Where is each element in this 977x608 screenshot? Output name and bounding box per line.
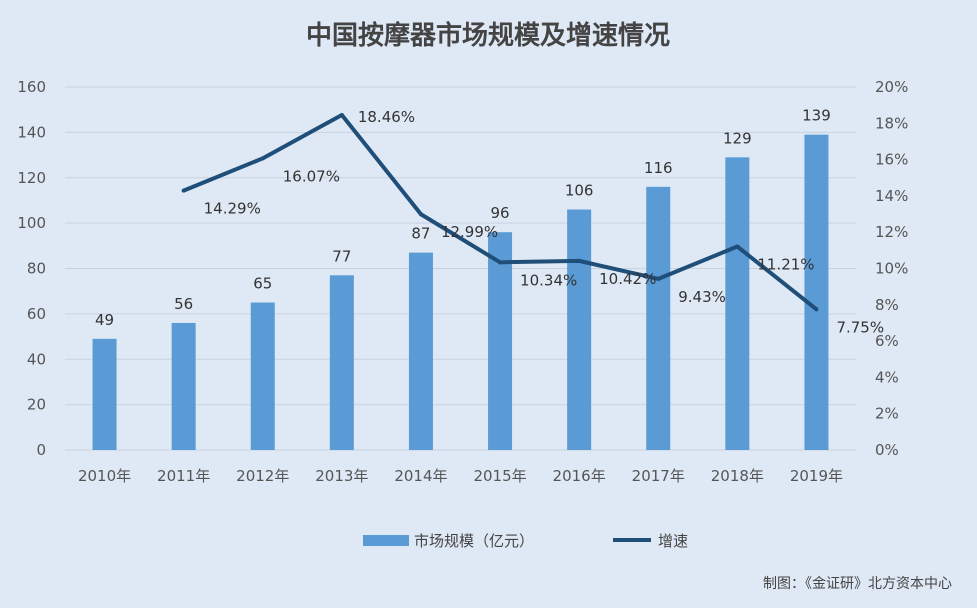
line-value-label: 18.46% [358,108,415,126]
right-tick-label: 16% [875,151,908,169]
right-tick-label: 12% [875,223,908,241]
bar [646,186,671,450]
line-point [498,260,503,265]
right-tick-label: 4% [875,368,899,386]
bar-value-label: 96 [491,204,510,222]
chart-title: 中国按摩器市场规模及增速情况 [306,20,670,51]
bar [725,157,750,451]
bar-value-label: 139 [802,107,831,125]
bar-value-label: 116 [644,159,673,177]
line-point [814,307,819,312]
x-tick-label: 2019年 [790,467,843,485]
left-tick-label: 40 [27,350,46,368]
bar [329,275,354,450]
bar-value-label: 106 [565,182,594,200]
legend: 市场规模（亿元） 增速 [363,532,688,550]
bar-series: 49 56 65 77 87 96 106 116 129 139 [92,107,831,451]
x-tick-label: 2013年 [315,467,368,485]
bar-value-label: 65 [253,275,272,293]
gridlines [65,86,856,451]
left-tick-label: 60 [27,305,46,323]
x-tick-label: 2011年 [157,467,210,485]
right-tick-label: 2% [875,405,899,423]
x-tick-label: 2017年 [632,467,685,485]
x-tick-label: 2015年 [473,467,526,485]
line-value-label: 9.43% [678,288,726,306]
bar [488,232,513,450]
bar [408,252,433,450]
line-value-label: 16.07% [283,167,340,185]
x-axis-ticks: 2010年 2011年 2012年 2013年 2014年 2015年 2016年 2017年… [78,467,843,485]
line-series: 14.29% 16.07% 18.46% 12.99% 10.34% 10.42% 9.43… [181,108,884,336]
left-tick-label: 80 [27,260,46,278]
right-tick-label: 18% [875,114,908,132]
bar-value-label: 56 [174,295,193,313]
x-tick-label: 2012年 [236,467,289,485]
right-tick-label: 6% [875,332,899,350]
line-value-label: 7.75% [836,318,884,336]
x-tick-label: 2018年 [711,467,764,485]
line-point [260,156,265,161]
bar [250,302,275,450]
x-tick-label: 2016年 [553,467,606,485]
bar [171,322,196,450]
bar [804,134,829,451]
bar-value-label: 77 [332,247,351,265]
line-point [735,244,740,249]
right-tick-label: 10% [875,260,908,278]
left-tick-label: 120 [17,169,46,187]
bar [567,209,592,450]
left-tick-label: 100 [17,214,46,232]
line-point [577,258,582,263]
bar-value-label: 49 [95,311,114,329]
line-point [339,112,344,117]
bar-value-label: 129 [723,129,752,147]
legend-label-bar: 市场规模（亿元） [414,532,534,550]
bar [92,338,117,450]
bar-value-label: 87 [411,225,430,243]
left-axis-ticks: 0 20 40 60 80 100 120 140 160 [17,78,46,459]
legend-swatch-bar [363,535,409,546]
right-tick-label: 20% [875,78,908,96]
x-tick-label: 2014年 [394,467,447,485]
right-tick-label: 0% [875,441,899,459]
line-value-label: 10.34% [520,271,577,289]
left-tick-label: 20 [27,396,46,414]
right-tick-label: 8% [875,296,899,314]
legend-label-line: 增速 [658,532,688,550]
line-point [418,212,423,217]
left-tick-label: 160 [17,78,46,96]
line-value-label: 10.42% [599,270,656,288]
right-axis-ticks: 0% 2% 4% 6% 8% 10% 12% 14% 16% 18% 20% [875,78,908,459]
line-value-label: 14.29% [204,200,261,218]
source-note: 制图：《金证研》北方资本中心 [763,576,952,592]
line-value-label: 12.99% [441,223,498,241]
left-tick-label: 0 [36,441,46,459]
left-tick-label: 140 [17,123,46,141]
line-point [181,188,186,193]
line-point [656,276,661,281]
right-tick-label: 14% [875,187,908,205]
x-tick-label: 2010年 [78,467,131,485]
line-value-label: 11.21% [757,256,814,274]
